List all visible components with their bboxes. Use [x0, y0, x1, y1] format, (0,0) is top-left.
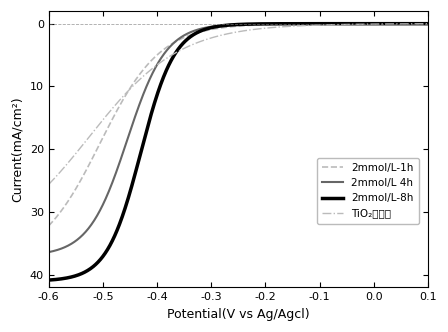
TiO₂纳米管 [266, 26, 271, 30]
TiO₂纳米管 [288, 24, 293, 28]
2mmol/L 4h [46, 250, 52, 254]
2mmol/L 4h [276, 22, 282, 26]
2mmol/L 4h [266, 22, 271, 26]
2mmol/L 4h [69, 241, 75, 245]
2mmol/L 4h [426, 22, 431, 26]
Legend: 2mmol/L-1h, 2mmol/L 4h, 2mmol/L-8h, TiO₂纳米管: 2mmol/L-1h, 2mmol/L 4h, 2mmol/L-8h, TiO₂… [317, 158, 419, 224]
2mmol/L-1h [426, 22, 431, 26]
X-axis label: Potential(V vs Ag/Agcl): Potential(V vs Ag/Agcl) [167, 308, 310, 321]
Line: TiO₂纳米管: TiO₂纳米管 [49, 24, 428, 185]
2mmol/L 4h [334, 22, 339, 26]
2mmol/L-1h [46, 224, 52, 228]
2mmol/L-8h [266, 22, 271, 26]
TiO₂纳米管 [373, 22, 378, 26]
2mmol/L-1h [266, 23, 271, 27]
TiO₂纳米管 [46, 183, 52, 187]
Y-axis label: Current(mA/cm²): Current(mA/cm²) [11, 97, 24, 202]
2mmol/L-8h [334, 22, 339, 26]
2mmol/L-1h [373, 22, 378, 26]
2mmol/L-1h [69, 193, 75, 197]
2mmol/L-1h [334, 22, 339, 26]
Line: 2mmol/L-8h: 2mmol/L-8h [49, 24, 428, 280]
2mmol/L 4h [373, 22, 378, 26]
2mmol/L-1h [288, 22, 293, 26]
2mmol/L 4h [288, 22, 293, 26]
TiO₂纳米管 [426, 22, 431, 26]
2mmol/L-8h [276, 22, 282, 26]
2mmol/L-8h [69, 275, 75, 279]
2mmol/L-8h [373, 22, 378, 26]
2mmol/L-8h [46, 278, 52, 282]
TiO₂纳米管 [69, 156, 75, 160]
2mmol/L-1h [276, 22, 282, 26]
2mmol/L-8h [288, 22, 293, 26]
TiO₂纳米管 [276, 25, 282, 29]
TiO₂纳米管 [334, 23, 339, 27]
Line: 2mmol/L 4h: 2mmol/L 4h [49, 24, 428, 252]
2mmol/L-8h [426, 22, 431, 26]
Line: 2mmol/L-1h: 2mmol/L-1h [49, 24, 428, 226]
